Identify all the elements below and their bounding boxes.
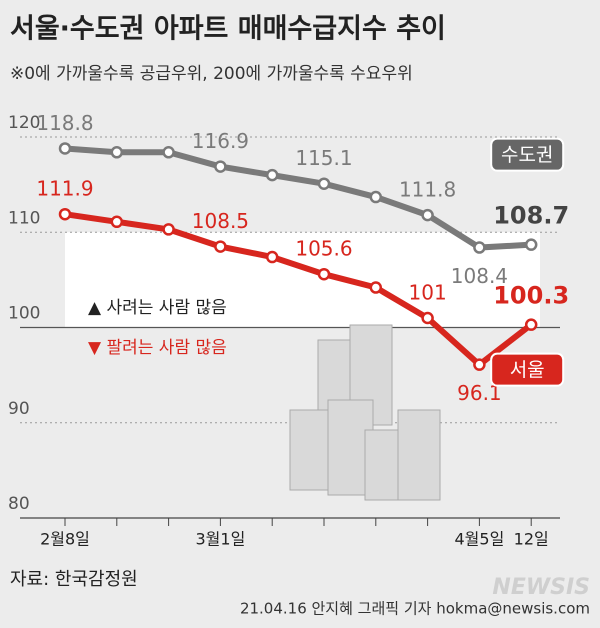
series-tag-box bbox=[490, 137, 565, 172]
y-tick-label: 120 bbox=[8, 113, 40, 133]
x-tick-label: 3월1일 bbox=[195, 530, 245, 549]
point bbox=[265, 168, 279, 182]
point bbox=[317, 267, 331, 281]
data-label: 108.4 bbox=[451, 264, 508, 288]
point bbox=[58, 142, 72, 155]
y-tick-label: 90 bbox=[8, 399, 30, 419]
point bbox=[421, 311, 434, 325]
chart-subtitle: ※0에 가까울수록 공급우위, 200에 가까울수록 수요우위 bbox=[10, 64, 413, 84]
data-label: 105.6 bbox=[295, 237, 352, 261]
point bbox=[317, 177, 331, 190]
point bbox=[110, 146, 124, 159]
series-tag-box bbox=[490, 352, 565, 387]
data-label: 118.8 bbox=[36, 111, 93, 135]
point bbox=[369, 281, 383, 294]
data-label: 100.3 bbox=[493, 282, 569, 310]
point bbox=[214, 240, 227, 253]
point bbox=[369, 190, 383, 204]
annotation: ▲ 사려는 사람 많음 bbox=[88, 298, 227, 318]
data-label: 115.1 bbox=[295, 146, 352, 170]
point bbox=[265, 250, 279, 264]
point bbox=[162, 223, 175, 236]
chart-title: 서울·수도권 아파트 매매수급지수 추이 bbox=[10, 14, 446, 45]
legend-label: 수도권 bbox=[501, 144, 553, 166]
point bbox=[421, 208, 434, 222]
data-label: 101 bbox=[409, 281, 447, 305]
x-tick-label: 4월5일 bbox=[454, 530, 504, 549]
point bbox=[473, 241, 486, 254]
credit: 21.04.16 안지혜 그래픽 기자 hokma@newsis.com bbox=[240, 600, 590, 618]
point bbox=[162, 146, 175, 159]
source: 자료: 한국감정원 bbox=[10, 569, 138, 590]
point bbox=[524, 318, 538, 331]
data-label: 108.5 bbox=[192, 209, 249, 233]
series-line bbox=[64, 145, 532, 251]
point bbox=[58, 207, 72, 221]
point bbox=[110, 215, 124, 229]
data-label: 111.8 bbox=[399, 178, 456, 202]
point bbox=[214, 160, 227, 173]
annotation: ▼ 팔려는 사람 많음 bbox=[88, 338, 227, 358]
highlight-band bbox=[65, 232, 540, 328]
y-tick-label: 110 bbox=[8, 208, 40, 228]
x-tick-label: 2월8일 bbox=[40, 530, 90, 549]
legend-label: 서울 bbox=[510, 359, 545, 381]
watermark: NEWSIS bbox=[492, 575, 590, 600]
buildings-illustration bbox=[289, 324, 441, 501]
series-line bbox=[64, 211, 534, 369]
y-tick-label: 80 bbox=[8, 494, 30, 514]
building bbox=[397, 409, 441, 501]
point bbox=[473, 358, 486, 371]
x-tick-label: 12일 bbox=[514, 530, 549, 549]
data-label: 108.7 bbox=[493, 202, 569, 230]
point bbox=[524, 238, 538, 251]
data-label: 116.9 bbox=[192, 129, 249, 153]
y-tick-label: 100 bbox=[8, 304, 40, 324]
data-label: 111.9 bbox=[36, 177, 93, 201]
